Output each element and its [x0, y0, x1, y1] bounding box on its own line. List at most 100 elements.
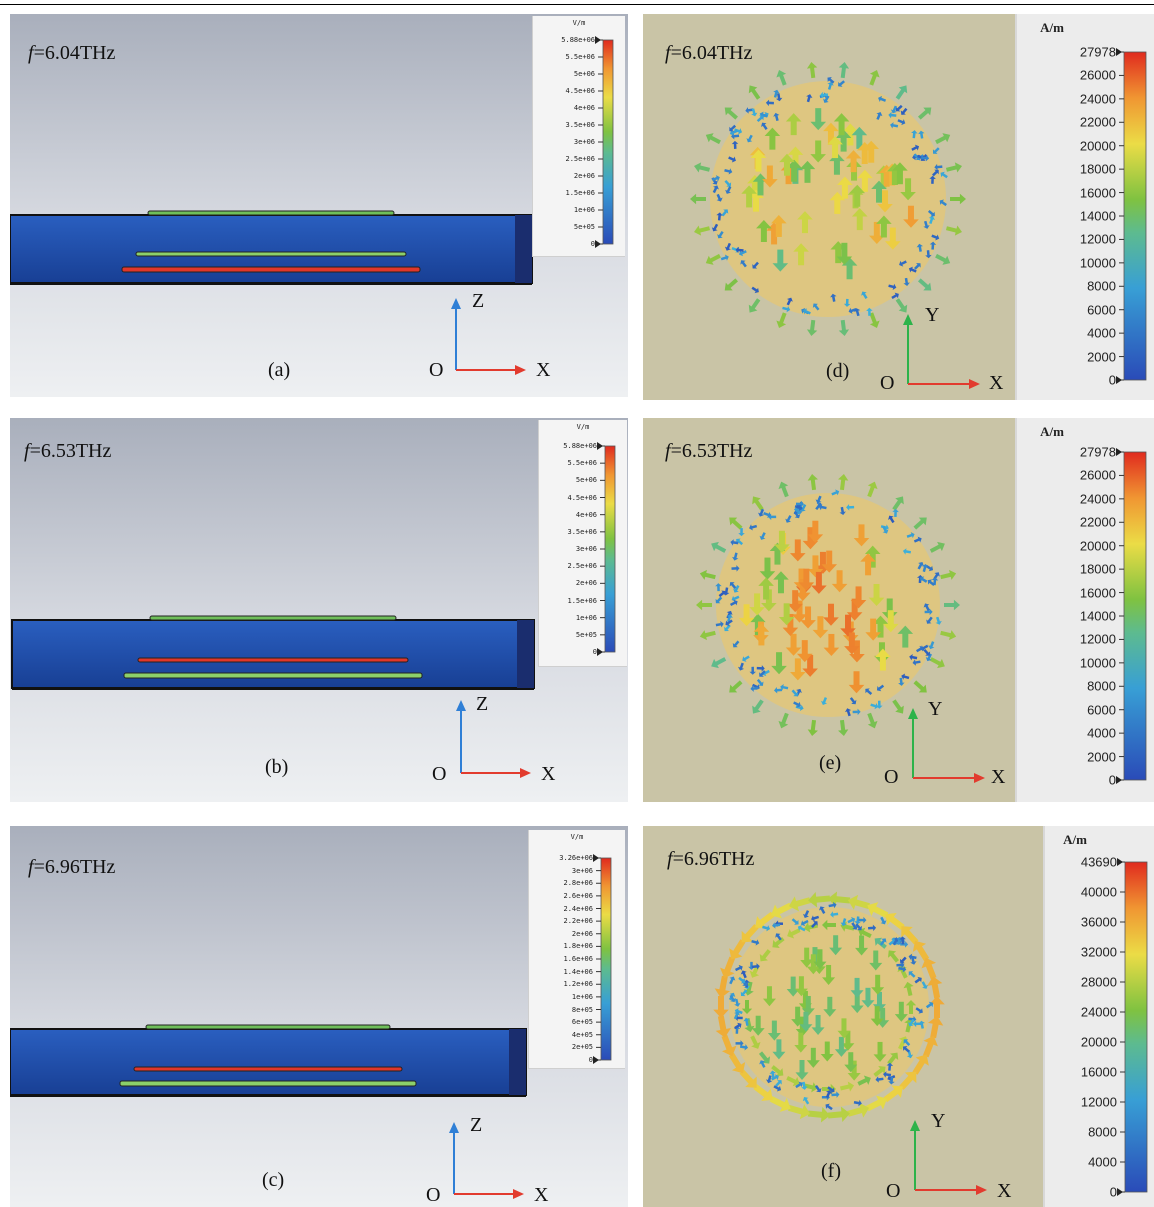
colorbar-tick-label: 5.5e+06 — [565, 53, 595, 61]
current-arrow — [712, 185, 719, 194]
current-arrow — [711, 657, 727, 669]
current-arrow — [759, 557, 776, 580]
current-arrow — [749, 666, 756, 675]
current-arrow — [940, 569, 957, 580]
current-arrow — [732, 640, 740, 648]
current-arrow — [795, 500, 804, 508]
substrate — [10, 214, 533, 284]
inner-layer-2 — [123, 672, 423, 679]
current-arrow — [775, 933, 782, 941]
current-arrow — [699, 630, 716, 641]
axis-origin-label: O — [432, 763, 447, 785]
current-arrow — [806, 1047, 820, 1068]
current-arrow — [921, 154, 930, 162]
current-arrow — [921, 564, 929, 573]
current-arrow — [928, 641, 935, 650]
current-arrow — [850, 993, 864, 1014]
axis-y-label: Y — [928, 698, 943, 720]
current-arrow — [926, 616, 933, 624]
colorbar-tick-label: 12000 — [1079, 231, 1116, 247]
current-arrow — [829, 191, 846, 214]
current-arrow — [875, 648, 891, 671]
current-arrow — [834, 1036, 848, 1057]
frequency-label: f=6.96THz — [667, 848, 755, 870]
colorbar-tick-label: 1e+06 — [573, 206, 595, 214]
current-arrow — [808, 891, 831, 908]
current-arrow — [759, 111, 768, 118]
current-arrow — [771, 652, 787, 675]
current-arrow — [919, 576, 928, 583]
current-arrow — [886, 1062, 894, 1071]
panel-b: f=6.53THz (b) O X Z V/m 5.88e+06 5.5e+06 5… — [10, 418, 628, 802]
current-arrow — [913, 517, 927, 530]
current-arrow — [895, 85, 908, 100]
current-arrow — [773, 571, 789, 594]
current-arrow — [831, 489, 840, 496]
colorbar-tick-label: 2e+06 — [573, 172, 595, 180]
colorbar-tick-label: 1.6e+06 — [563, 955, 593, 963]
current-arrow — [714, 975, 731, 998]
current-arrow — [912, 659, 921, 666]
current-arrow — [732, 552, 739, 561]
current-arrow — [935, 253, 951, 265]
colorbar-tick-label: 4000 — [1087, 325, 1116, 341]
current-arrow — [828, 901, 837, 909]
current-arrow — [913, 680, 927, 693]
colorbar-tick-label: 36000 — [1080, 914, 1117, 930]
colorbar-tick-label: 3e+06 — [571, 866, 593, 875]
current-arrow — [738, 604, 755, 627]
current-arrow — [829, 935, 843, 956]
current-arrow — [908, 1018, 915, 1027]
current-arrow — [728, 1052, 746, 1074]
colorbar-tick-label: 2.5e+06 — [565, 155, 595, 163]
current-arrow — [870, 703, 879, 710]
current-arrow — [772, 922, 781, 929]
current-arrow — [897, 119, 906, 126]
current-arrow — [851, 922, 858, 930]
current-arrow — [788, 896, 811, 912]
current-arrow — [771, 902, 793, 919]
current-arrow — [850, 977, 864, 998]
current-arrow — [865, 618, 881, 641]
current-arrow — [750, 1035, 761, 1049]
current-arrow — [773, 89, 780, 98]
colorbar-tick-label: 1e+06 — [571, 992, 593, 1001]
axis-x-label: X — [541, 763, 556, 785]
current-arrow — [855, 923, 862, 931]
current-arrow — [944, 599, 960, 611]
axis-origin-label: O — [880, 372, 895, 394]
current-arrow — [840, 918, 847, 927]
current-arrow — [759, 670, 766, 677]
current-arrow — [694, 225, 711, 236]
current-arrow — [828, 891, 851, 907]
current-arrow — [855, 935, 869, 956]
current-arrow — [713, 996, 729, 1018]
current-arrow — [876, 684, 885, 692]
current-arrow — [795, 1059, 809, 1080]
colorbar-gradient — [1123, 451, 1147, 781]
colorbar-tick-label: 16000 — [1079, 185, 1116, 201]
inner-layer-1 — [135, 251, 407, 257]
panel-label: (c) — [262, 1169, 285, 1191]
current-arrow — [724, 242, 732, 251]
colorbar-tick-label: 0 — [1109, 1184, 1117, 1200]
current-arrow — [839, 1081, 855, 1092]
current-arrow — [731, 565, 740, 572]
current-arrow — [844, 632, 860, 655]
current-arrow — [929, 241, 937, 250]
cross-section-scene — [10, 14, 628, 397]
frequency-label: f=6.53THz — [665, 440, 753, 462]
current-arrow — [795, 1081, 803, 1089]
axis-x-label: X — [991, 766, 1006, 788]
current-arrow — [827, 1086, 835, 1093]
current-arrow — [762, 925, 771, 932]
current-arrow — [838, 80, 845, 87]
current-arrow — [750, 149, 767, 172]
current-arrow — [762, 165, 778, 188]
colorbar-tick-label: 4000 — [1087, 725, 1116, 741]
current-arrow — [822, 964, 836, 985]
panel-label: (b) — [265, 756, 289, 778]
current-arrow — [913, 536, 922, 543]
current-arrow — [765, 1075, 773, 1084]
current-arrow — [728, 156, 736, 163]
